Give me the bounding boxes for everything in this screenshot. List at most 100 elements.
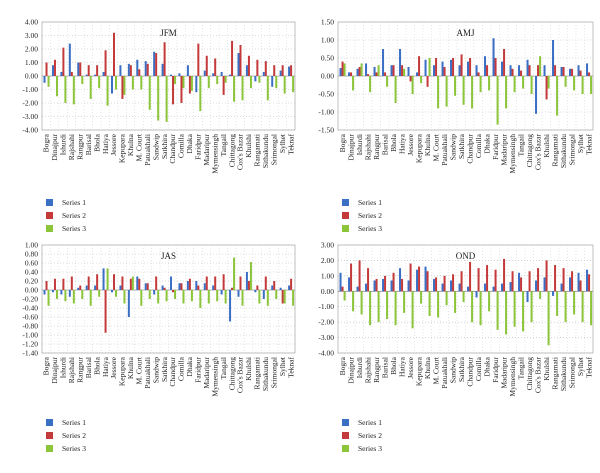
bar-series-3 xyxy=(157,76,160,121)
bar-series-1 xyxy=(577,65,580,76)
bar-series-1 xyxy=(237,290,240,297)
chart-title: JAS xyxy=(161,251,176,261)
bar-series-2 xyxy=(486,265,489,292)
x-tick-label: Teknaf xyxy=(584,134,593,155)
bar-series-1 xyxy=(365,63,368,76)
bar-series-3 xyxy=(411,76,414,94)
bar-series-2 xyxy=(452,274,455,292)
bar-series-1 xyxy=(475,291,478,298)
bar-series-3 xyxy=(157,290,160,304)
x-tick-label: Comilla xyxy=(177,133,186,158)
legend-swatch xyxy=(46,445,53,452)
bar-series-1 xyxy=(136,276,139,290)
bar-series-1 xyxy=(195,281,198,290)
x-tick-label: M. Court xyxy=(134,133,143,161)
bar-series-2 xyxy=(341,286,344,292)
bar-series-2 xyxy=(172,76,175,105)
bar-series-1 xyxy=(433,65,436,76)
x-tick-label: Sithakundu xyxy=(261,134,270,168)
bar-series-3 xyxy=(190,290,193,302)
chart-title: OND xyxy=(456,251,476,261)
bar-series-2 xyxy=(146,283,149,290)
bar-series-2 xyxy=(392,65,395,76)
bar-series-3 xyxy=(89,290,92,306)
bar-series-3 xyxy=(513,76,516,93)
x-tick-label: Ishurdi xyxy=(59,357,68,378)
bar-series-2 xyxy=(571,68,574,76)
bar-series-2 xyxy=(239,276,242,290)
bar-series-2 xyxy=(401,65,404,76)
y-tick-label: -2.00 xyxy=(318,318,334,327)
x-tick-label: M. Court xyxy=(431,356,440,384)
x-tick-label: Sandwip xyxy=(151,134,160,161)
bar-series-2 xyxy=(443,275,446,292)
x-tick-label: Chittagong xyxy=(525,134,534,168)
bar-series-3 xyxy=(522,76,525,89)
x-tick-label: Mymensingh xyxy=(210,357,219,397)
x-tick-label: Sandwip xyxy=(448,134,457,161)
bar-series-1 xyxy=(288,66,291,76)
y-tick-label: 0.00 xyxy=(321,72,334,81)
x-tick-label: Dhaka xyxy=(185,133,194,153)
y-tick-label: -1.20 xyxy=(22,340,38,349)
y-tick-label: 0.00 xyxy=(25,286,38,295)
bar-series-2 xyxy=(418,56,421,76)
bar-series-2 xyxy=(392,272,395,292)
bar-series-3 xyxy=(131,276,134,290)
legend-label: Series 1 xyxy=(358,418,382,427)
bar-series-3 xyxy=(437,291,440,318)
bar-series-2 xyxy=(197,285,200,290)
bar-series-2 xyxy=(163,42,166,76)
bar-series-3 xyxy=(283,76,286,94)
y-tick-label: -0.40 xyxy=(22,304,38,313)
y-tick-label: -2.00 xyxy=(22,99,38,108)
bar-series-3 xyxy=(547,76,550,89)
bar-series-3 xyxy=(64,290,67,302)
bar-series-1 xyxy=(407,67,410,76)
bar-series-1 xyxy=(475,65,478,76)
bar-series-2 xyxy=(358,260,361,292)
bar-series-2 xyxy=(511,271,514,292)
bar-series-2 xyxy=(562,67,565,76)
x-tick-label: Sylhet xyxy=(576,356,585,376)
chart-panel-jas: 1.000.800.600.400.200.00-0.20-0.40-0.60-… xyxy=(22,241,296,453)
x-tick-label: Dinajpur xyxy=(50,357,59,384)
bar-series-2 xyxy=(247,55,250,76)
bar-series-1 xyxy=(339,68,342,76)
x-tick-label: Mymensingh xyxy=(210,134,219,174)
x-tick-label: Tangail xyxy=(219,134,228,156)
y-tick-label: -3.00 xyxy=(318,333,334,342)
bar-series-3 xyxy=(123,290,126,304)
bar-series-2 xyxy=(138,69,141,76)
x-tick-label: Rajshahi xyxy=(363,134,372,160)
bar-series-1 xyxy=(127,290,130,317)
bar-series-2 xyxy=(486,65,489,76)
bar-series-2 xyxy=(273,281,276,290)
x-tick-label: Patuakhali xyxy=(440,357,449,389)
x-tick-label: Tangail xyxy=(219,357,228,379)
bar-series-2 xyxy=(290,278,293,290)
bar-series-1 xyxy=(586,63,589,76)
y-tick-label: 0.00 xyxy=(321,287,334,296)
bar-series-2 xyxy=(341,61,344,76)
bar-series-1 xyxy=(586,269,589,292)
bar-series-2 xyxy=(256,285,259,290)
bar-series-1 xyxy=(424,266,427,292)
bar-series-2 xyxy=(256,59,259,76)
y-tick-label: -0.20 xyxy=(22,295,38,304)
y-tick-label: 4.00 xyxy=(25,18,38,27)
y-tick-label: -0.60 xyxy=(22,313,38,322)
x-tick-label: Hatiya xyxy=(101,133,110,154)
bar-series-1 xyxy=(382,49,385,76)
bar-series-3 xyxy=(462,76,465,105)
legend-swatch xyxy=(46,212,53,219)
x-tick-label: Bogra xyxy=(338,356,347,375)
x-tick-label: Khulshi xyxy=(542,134,551,158)
bar-series-1 xyxy=(144,283,147,290)
x-tick-label: Srimongal xyxy=(269,357,278,388)
bar-series-2 xyxy=(104,50,107,76)
bar-series-2 xyxy=(239,44,242,76)
x-tick-label: Khulshi xyxy=(244,134,253,158)
legend-swatch xyxy=(46,225,53,232)
bar-series-1 xyxy=(195,76,198,93)
